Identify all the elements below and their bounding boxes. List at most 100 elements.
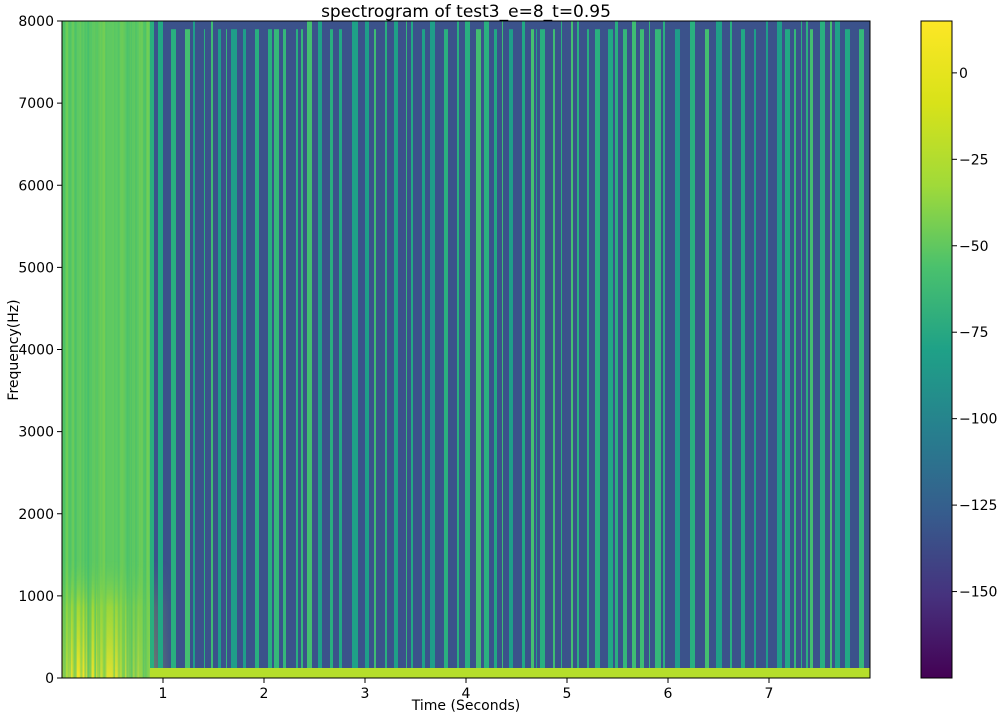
spectrogram-stripe xyxy=(595,29,600,678)
spectrogram-stripe xyxy=(730,21,732,678)
spectrogram-stripe xyxy=(859,29,864,678)
spectrogram-stripe xyxy=(820,21,825,678)
spectrogram-stripe xyxy=(649,21,650,678)
spectrogram-stripe xyxy=(406,21,407,678)
spectrogram-stripe xyxy=(274,29,279,678)
noise-texture xyxy=(67,21,69,678)
chart-title: spectrogram of test3_e=8_t=0.95 xyxy=(321,2,611,22)
y-axis: 0 1000 2000 3000 4000 5000 6000 7000 8000 xyxy=(18,14,62,687)
spectrogram-stripe xyxy=(608,29,613,678)
y-tick-label-2000: 2000 xyxy=(18,507,54,523)
spectrogram-stripe xyxy=(231,29,237,678)
spectrogram-stripe xyxy=(255,29,259,678)
noise-texture xyxy=(80,21,83,678)
noise-texture xyxy=(121,21,125,678)
noise-texture xyxy=(144,21,147,678)
noise-texture xyxy=(129,21,132,678)
spectrogram-stripe xyxy=(296,29,298,678)
colorbar-tick-label-4: −100 xyxy=(959,412,997,428)
noise-texture xyxy=(131,21,134,678)
noise-texture xyxy=(64,21,66,678)
spectrogram-stripe xyxy=(536,29,537,678)
spectrogram-stripe xyxy=(204,29,205,678)
y-tick-label-6000: 6000 xyxy=(18,178,54,194)
spectrogram-stripe xyxy=(268,29,272,678)
spectrogram-stripe xyxy=(422,29,425,678)
noise-texture xyxy=(120,21,124,678)
noise-texture xyxy=(64,21,67,678)
spectrogram-stripe xyxy=(675,29,680,678)
plot-area xyxy=(61,20,871,679)
spectrogram-stripe xyxy=(307,21,312,678)
noise-texture xyxy=(68,21,70,678)
spectrogram-stripe xyxy=(531,29,534,678)
x-axis: 1 2 3 4 5 6 7 xyxy=(159,678,774,702)
colorbar-gradient xyxy=(920,20,953,679)
noise-texture xyxy=(142,21,146,678)
noise-texture xyxy=(130,21,134,678)
noise-texture xyxy=(62,21,66,678)
x-tick-label-4: 4 xyxy=(462,686,471,702)
spectrogram-stripe xyxy=(465,21,470,678)
noise-texture xyxy=(87,21,90,678)
y-tick-label-4000: 4000 xyxy=(18,343,54,359)
x-tick-label-2: 2 xyxy=(260,686,269,702)
noise-texture xyxy=(89,21,92,678)
spectrogram-stripe xyxy=(430,21,435,678)
spectrogram-stripe xyxy=(193,21,195,678)
noise-texture xyxy=(122,21,125,678)
spectrogram-stripe xyxy=(226,29,227,678)
spectrogram-stripe xyxy=(330,29,333,678)
spectrogram-stripe xyxy=(663,21,665,678)
noise-texture xyxy=(88,21,91,678)
spectrogram-stripe xyxy=(794,29,796,678)
noise-texture xyxy=(139,21,141,678)
spectrogram-stripe xyxy=(158,21,163,678)
noise-texture xyxy=(99,21,102,678)
spectrogram-stripe xyxy=(577,21,579,678)
spectrogram-stripe xyxy=(185,29,190,678)
noise-texture xyxy=(141,21,144,678)
spectrogram-stripe xyxy=(615,21,618,678)
spectrogram-stripe xyxy=(374,29,376,678)
colorbar-tick-label-0: 0 xyxy=(959,66,968,82)
spectrogram-stripe xyxy=(365,21,369,678)
y-tick-label-0: 0 xyxy=(45,671,54,687)
spectrogram-stripe xyxy=(655,29,661,678)
x-tick-label-7: 7 xyxy=(765,686,774,702)
y-tick-label-3000: 3000 xyxy=(18,425,54,441)
spectrogram-stripe xyxy=(766,21,768,678)
spectrogram-stripe xyxy=(623,29,627,678)
noise-texture xyxy=(103,21,106,678)
noise-texture xyxy=(96,21,99,678)
spectrogram-stripe xyxy=(690,21,695,678)
noise-texture xyxy=(129,21,132,678)
x-tick-label-3: 3 xyxy=(361,686,370,702)
spectrogram-stripe xyxy=(835,21,840,678)
y-tick-label-5000: 5000 xyxy=(18,260,54,276)
spectrogram-stripe xyxy=(845,29,850,678)
noise-texture xyxy=(139,21,141,678)
noise-texture xyxy=(103,21,105,678)
spectrogram-stripe xyxy=(476,29,481,678)
colorbar-tick-label-2: −50 xyxy=(959,239,989,255)
spectrogram-stripe xyxy=(385,21,387,678)
spectrogram-stripe xyxy=(301,29,303,678)
noise-texture xyxy=(112,21,115,678)
colorbar: 0 −25 −50 −75 −100 −125 −150 xyxy=(920,20,997,679)
y-tick-label-1000: 1000 xyxy=(18,589,54,605)
spectrogram-stripe xyxy=(243,29,246,678)
x-axis-label: Time (Seconds) xyxy=(411,698,520,714)
spectrogram-stripe xyxy=(785,29,790,678)
noise-texture xyxy=(79,21,82,678)
colorbar-tick-label-1: −25 xyxy=(959,152,989,168)
spectrogram-stripe xyxy=(283,29,286,678)
spectrogram-stripe xyxy=(587,29,589,678)
spectrogram-stripe xyxy=(318,21,322,678)
noise-texture xyxy=(66,21,68,678)
spectrogram-stripe xyxy=(211,21,213,678)
colorbar-ticks: 0 −25 −50 −75 −100 −125 −150 xyxy=(952,66,997,601)
x-tick-label-1: 1 xyxy=(159,686,168,702)
low-frequency-band xyxy=(150,668,870,678)
noise-texture xyxy=(122,21,125,678)
